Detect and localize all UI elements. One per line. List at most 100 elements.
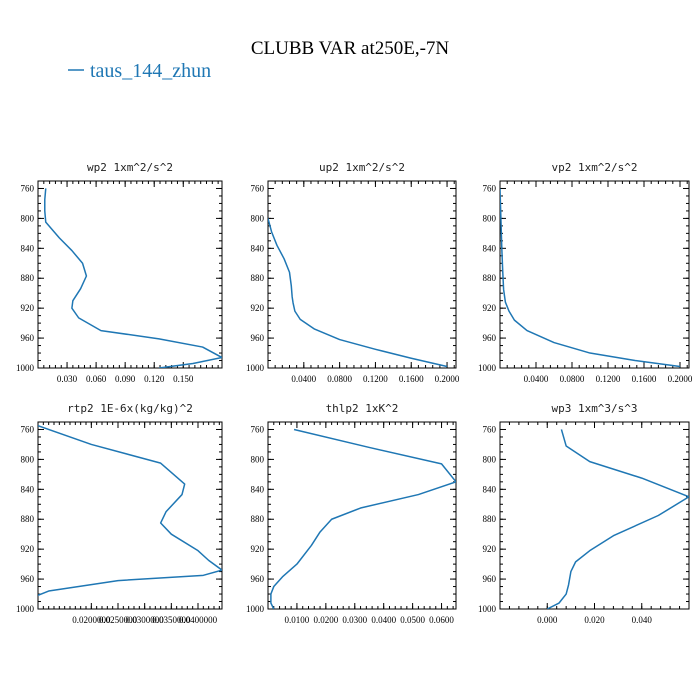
y-tick-label: 880 [21, 514, 35, 524]
y-tick-label: 920 [21, 303, 35, 313]
y-tick-label: 760 [251, 183, 265, 193]
plot-frame [499, 180, 690, 369]
figure-legend: taus_144_zhun [68, 60, 211, 82]
y-tick-label: 880 [21, 273, 35, 283]
panel-title: wp2 1xm^2/s^2 [87, 161, 173, 174]
x-tick-label: 0.2000 [668, 374, 693, 384]
x-tick-label: 0.030 [57, 374, 78, 384]
series-line-0 [500, 188, 681, 368]
y-tick-label: 760 [21, 183, 35, 193]
x-tick-label: 0.0300 [342, 615, 367, 625]
y-tick-label: 920 [251, 544, 265, 554]
x-tick-label: 0.0350000 [152, 615, 191, 625]
y-tick-label: 1000 [246, 363, 265, 373]
panels: wp2 1xm^2/s^2 760 800 840 880 920 960 1000 0.030… [16, 161, 693, 625]
panel-title: rtp2 1E-6x(kg/kg)^2 [67, 402, 193, 415]
x-tick-label: 0.150 [173, 374, 194, 384]
x-tick-label: 0.2000 [435, 374, 460, 384]
series-line-0 [268, 218, 448, 368]
y-tick-label: 960 [21, 333, 35, 343]
x-tick-label: 0.060 [86, 374, 107, 384]
y-tick-label: 920 [483, 544, 497, 554]
y-tick-label: 1000 [478, 604, 497, 614]
figure-title: CLUBB VAR at250E,-7N [251, 38, 450, 59]
y-tick-label: 760 [483, 183, 497, 193]
y-tick-label: 760 [251, 424, 265, 434]
y-tick-label: 800 [251, 213, 265, 223]
y-tick-label: 1000 [478, 363, 497, 373]
y-tick-label: 840 [251, 243, 265, 253]
y-tick-label: 880 [251, 514, 265, 524]
y-tick-label: 800 [251, 454, 265, 464]
panel-title: up2 1xm^2/s^2 [319, 161, 405, 174]
y-tick-label: 880 [483, 273, 497, 283]
x-tick-label: 0.0100 [285, 615, 310, 625]
y-tick-label: 840 [483, 484, 497, 494]
legend-label: taus_144_zhun [90, 60, 211, 82]
y-tick-label: 960 [483, 574, 497, 584]
x-tick-label: 0.0300000 [126, 615, 165, 625]
y-tick-label: 920 [251, 303, 265, 313]
panel-0: wp2 1xm^2/s^2 760 800 840 880 920 960 1000 0.030… [16, 161, 223, 384]
series-line-0 [546, 429, 689, 609]
panel-3: rtp2 1E-6x(kg/kg)^2 760 800 840 880 920 960 100… [16, 402, 223, 625]
plot-frame [267, 180, 457, 369]
y-tick-label: 760 [483, 424, 497, 434]
x-tick-label: 0.0200 [313, 615, 338, 625]
x-tick-label: 0.020 [584, 615, 605, 625]
x-tick-label: 0.0400000 [179, 615, 218, 625]
series-line-0 [270, 428, 456, 609]
y-tick-label: 1000 [16, 363, 35, 373]
plot-frame [267, 421, 457, 610]
series-line-0 [44, 188, 222, 368]
y-tick-label: 840 [251, 484, 265, 494]
panel-title: thlp2 1xK^2 [326, 402, 399, 415]
x-tick-label: 0.0500 [400, 615, 425, 625]
x-tick-label: 0.1200 [596, 374, 621, 384]
y-tick-label: 960 [483, 333, 497, 343]
y-tick-label: 800 [483, 213, 497, 223]
y-tick-label: 920 [21, 544, 35, 554]
x-tick-label: 0.090 [115, 374, 136, 384]
y-tick-label: 800 [21, 454, 35, 464]
y-tick-label: 760 [21, 424, 35, 434]
panel-5: wp3 1xm^3/s^3 760 800 840 880 920 960 1000 0.000… [478, 402, 690, 625]
panel-title: vp2 1xm^2/s^2 [551, 161, 637, 174]
x-tick-label: 0.0400 [524, 374, 549, 384]
series-line-0 [38, 425, 222, 609]
plot-frame [499, 421, 690, 610]
y-tick-label: 1000 [246, 604, 265, 614]
panel-title: wp3 1xm^3/s^3 [551, 402, 637, 415]
y-tick-label: 960 [251, 333, 265, 343]
x-tick-label: 0.0600 [429, 615, 454, 625]
y-tick-label: 960 [21, 574, 35, 584]
y-tick-label: 880 [483, 514, 497, 524]
y-tick-label: 840 [21, 243, 35, 253]
x-tick-label: 0.1600 [632, 374, 657, 384]
x-tick-label: 0.0400 [291, 374, 316, 384]
x-tick-label: 0.0400 [371, 615, 396, 625]
x-tick-label: 0.0800 [560, 374, 585, 384]
y-tick-label: 840 [483, 243, 497, 253]
y-tick-label: 800 [21, 213, 35, 223]
panel-1: up2 1xm^2/s^2 760 800 840 880 920 960 1000 0.040… [246, 161, 460, 384]
x-tick-label: 0.0250000 [99, 615, 138, 625]
x-tick-label: 0.0200000 [72, 615, 111, 625]
y-tick-label: 800 [483, 454, 497, 464]
plot-frame [37, 421, 223, 610]
x-tick-label: 0.040 [632, 615, 653, 625]
y-tick-label: 880 [251, 273, 265, 283]
x-tick-label: 0.000 [537, 615, 558, 625]
y-tick-label: 1000 [16, 604, 35, 614]
x-tick-label: 0.120 [144, 374, 165, 384]
x-tick-label: 0.0800 [327, 374, 352, 384]
y-tick-label: 920 [483, 303, 497, 313]
x-tick-label: 0.1200 [363, 374, 388, 384]
plot-frame [37, 180, 223, 369]
y-tick-label: 960 [251, 574, 265, 584]
panel-2: vp2 1xm^2/s^2 760 800 840 880 920 960 1000 0.040… [478, 161, 693, 384]
y-tick-label: 840 [21, 484, 35, 494]
x-tick-label: 0.1600 [399, 374, 424, 384]
